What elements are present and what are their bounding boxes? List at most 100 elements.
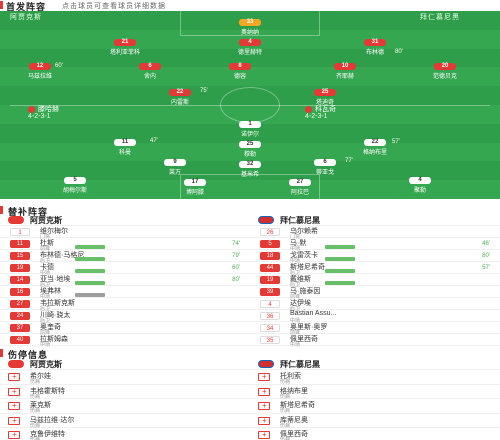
player-home-6[interactable]: 6 舍内 [115,63,185,80]
player-home-1[interactable]: 33 奥纳纳 [215,19,285,36]
sub-row[interactable]: 18 戈雷茨卡 中场 80' [250,250,500,264]
player-name: 亚当·地埃 [40,276,71,283]
shirt-number: 39 [260,288,280,296]
player-away-2[interactable]: 11 科曼 [90,139,160,156]
player-name: 奥奎奇 [40,324,61,331]
player-home-4[interactable]: 31 布林德 [340,39,410,56]
player-name: 塔利亚菲科 [109,50,140,56]
player-home-9[interactable]: 20 范德贝克 [410,63,480,80]
team-name: 阿贾克斯 [30,360,62,369]
sub-row[interactable]: 1 维尔梅尔 门将 [0,226,250,240]
sub-event: 75' [200,88,208,94]
player-name: 克鲁伊维特 [30,431,65,438]
shirt-number: 35 [260,336,280,344]
sub-row[interactable]: 19 戴维斯 后卫 [250,274,500,288]
team-name: 拜仁慕尼黑 [280,216,320,225]
player-away-9[interactable]: 17 博阿滕 [160,179,230,196]
sub-row[interactable]: 40 拉斯姆森 中场 [0,334,250,348]
team-name: 阿贾克斯 [30,216,62,225]
player-name: 川崎·骁太 [40,312,71,319]
sub-row[interactable]: 24 川崎·骁太 后卫 [0,310,250,324]
lineup-subtitle: 点击球员可查看球员详细数据 [62,3,166,10]
shirt-number: 1 [10,228,30,236]
player-away-5[interactable]: 9 莱万 [140,159,210,176]
sub-row[interactable]: 37 奥奎奇 前锋 [0,322,250,336]
player-away-4[interactable]: 22 格纳布里 [340,139,410,156]
sub-row[interactable]: 15 布林德·马格尼 后卫 79' [0,250,250,264]
lineup-header: 首发阵容 点击球员可查看球员详细数据 [0,0,500,12]
player-name: 科曼 [118,150,131,156]
player-away-3[interactable]: 25 穆勒 [215,141,285,158]
player-home-7[interactable]: 8 德容 [205,63,275,80]
injuries-header: 伤停信息 [0,347,500,360]
player-home-8[interactable]: 10 齐耶赫 [310,63,380,80]
home-coach: 滕哈赫 [28,104,59,114]
player-away-11[interactable]: 4 聚勒 [385,177,455,194]
player-name: 胡梅尔斯 [62,188,87,194]
player-name: Bastian Assu... [290,310,337,317]
player-position: 后卫 [40,318,51,324]
player-away-8[interactable]: 5 胡梅尔斯 [40,177,110,194]
player-name: 韦拉斯克斯 [40,300,75,307]
player-name: 蒂亚戈 [315,170,334,176]
sub-row[interactable]: 34 奥里斯·奥罗 前锋 [250,322,500,336]
player-home-3[interactable]: 4 德里赫特 [215,39,285,56]
player-position: 后卫 [290,306,301,312]
shirt-number: 4 [239,39,261,46]
medical-icon [258,372,270,381]
player-home-11[interactable]: 25 塔迪奇 [290,89,360,106]
sub-row[interactable]: 4 达伊埃 后卫 [250,298,500,312]
shirt-number: 32 [239,161,261,168]
shirt-number: 22 [364,139,386,146]
player-away-1[interactable]: 1 诺伊尔 [215,121,285,138]
sub-row[interactable]: 36 Bastian Assu... 中场 [250,310,500,324]
medical-icon [258,416,270,425]
player-home-5[interactable]: 12 马兹拉维 [5,63,75,80]
player-away-10[interactable]: 27 阿拉巴 [265,179,335,196]
player-position: 中场 [290,342,301,348]
player-name: 穆勒 [243,152,256,158]
player-home-10[interactable]: 22 内雷斯 [145,89,215,106]
sub-row[interactable]: 5 马·默 中场 46' [250,238,500,252]
sub-row[interactable]: 27 韦拉斯克斯 后卫 [0,298,250,312]
player-name: 库蒂尼奥 [280,416,308,424]
sub-row[interactable]: 16 埃弗林 中场 [0,286,250,300]
sub-row[interactable]: 11 杜斯 前锋 74' [0,238,250,252]
sub-time: 80' [232,277,240,283]
shirt-number: 11 [114,139,136,146]
sub-row[interactable]: 19 卡德 中场 60' [0,262,250,276]
sub-row[interactable]: 14 亚当·地埃 后卫 80' [0,274,250,288]
player-name: 希尔娃 [30,373,51,380]
player-name: 达伊埃 [290,300,311,307]
player-name: 戴维斯 [290,276,311,283]
subs-header: 替补阵容 [0,204,500,217]
injury-status: 伤病 [280,379,291,385]
player-away-7[interactable]: 6 蒂亚戈 [290,159,360,176]
medical-icon [258,401,270,410]
player-home-2[interactable]: 21 塔利亚菲科 [90,39,160,56]
sub-row[interactable]: 26 乌尔赖希 门将 [250,226,500,240]
stat-bar [75,257,105,261]
player-position: 中场 [40,294,51,300]
player-away-6[interactable]: 32 基米希 [215,161,285,178]
team-heading-row: 拜仁慕尼黑 [250,358,500,370]
sub-row[interactable]: 35 佩里西奇 中场 [250,334,500,348]
sub-row[interactable]: 39 马·施泰因 前锋 [250,286,500,300]
injury-status: 伤病 [280,393,291,400]
player-position: 后卫 [40,306,51,312]
injury-status: 伤病 [30,408,41,414]
sub-time: 80' [482,253,490,259]
player-name: 德里赫特 [237,50,262,56]
sub-row[interactable]: 44 斯塔尼希奇 后卫 57' [250,262,500,276]
team-heading-row: 阿贾克斯 [0,214,250,226]
